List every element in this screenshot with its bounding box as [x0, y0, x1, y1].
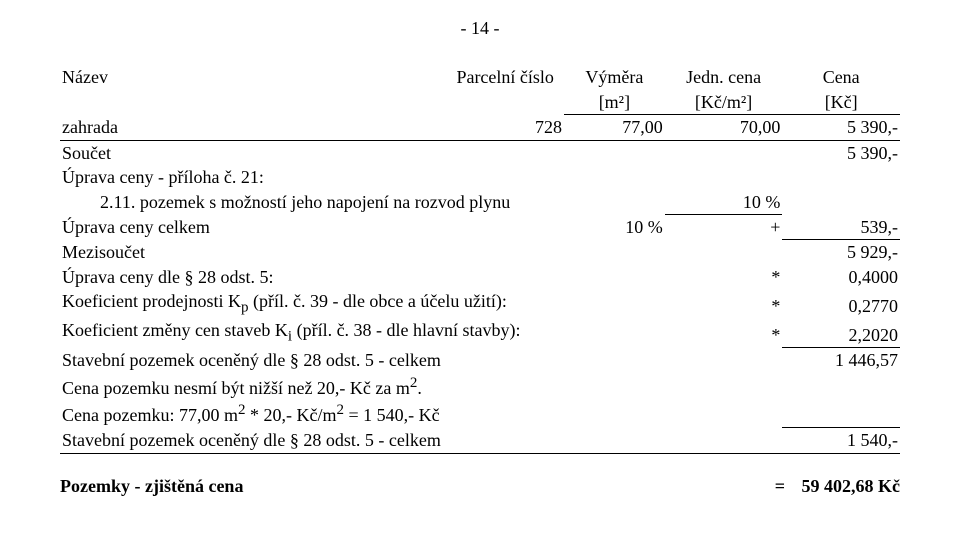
page-number: - 14 -: [60, 18, 900, 39]
cell-area: 77,00: [564, 115, 665, 141]
row-zahrada: zahrada 728 77,00 70,00 5 390,-: [60, 115, 900, 141]
hdr-area-unit: [m²]: [564, 90, 665, 115]
hdr-parcel: Parcelní číslo: [446, 65, 564, 90]
cell-total: 5 390,-: [782, 140, 900, 165]
row-soucet: Součet 5 390,-: [60, 140, 900, 165]
row-ki: Koeficient změny cen staveb Ki (příl. č.…: [60, 318, 900, 347]
cell-plus: +: [665, 215, 783, 240]
row-211: 2.11. pozemek s možností jeho napojení n…: [60, 190, 900, 215]
cell-name: Cena pozemku: 77,00 m2 * 20,- Kč/m2 = 1 …: [60, 400, 782, 428]
hdr-total: Cena: [782, 65, 900, 90]
hdr-unit-price: Jedn. cena: [665, 65, 783, 90]
hdr-area: Výměra: [564, 65, 665, 90]
hdr-total-unit: [Kč]: [782, 90, 900, 115]
header-row-2: [m²] [Kč/m²] [Kč]: [60, 90, 900, 115]
cell-total: 5 390,-: [782, 115, 900, 141]
final-label: Pozemky - zjištěná cena: [60, 476, 243, 497]
cell-parcel: 728: [446, 115, 564, 141]
cell-star: *: [665, 318, 783, 347]
final-row: Pozemky - zjištěná cena = 59 402,68 Kč: [60, 476, 900, 497]
cell-name: Koeficient změny cen staveb Ki (příl. č.…: [60, 318, 665, 347]
cell-total: 2,2020: [782, 318, 900, 347]
cell-name: Koeficient prodejnosti Kp (příl. č. 39 -…: [60, 289, 665, 318]
cell-total: 5 929,-: [782, 240, 900, 265]
cell-name: Součet: [60, 140, 446, 165]
cell-total: 1 540,-: [782, 428, 900, 454]
price-table: Název Parcelní číslo Výměra Jedn. cena C…: [60, 65, 900, 454]
cell-total: 539,-: [782, 215, 900, 240]
final-value: 59 402,68 Kč: [802, 476, 901, 496]
cell-total: 1 446,57: [782, 348, 900, 373]
cell-name: zahrada: [60, 115, 446, 141]
cell-area: 10 %: [564, 215, 665, 240]
cell-total: 0,4000: [782, 265, 900, 290]
cell-unit: 10 %: [665, 190, 783, 215]
row-kp: Koeficient prodejnosti Kp (příl. č. 39 -…: [60, 289, 900, 318]
row-cena-pozemku: Cena pozemku: 77,00 m2 * 20,- Kč/m2 = 1 …: [60, 400, 900, 428]
cell-total: 0,2770: [782, 289, 900, 318]
row-uprava-priloha: Úprava ceny - příloha č. 21:: [60, 165, 900, 190]
header-row-1: Název Parcelní číslo Výměra Jedn. cena C…: [60, 65, 900, 90]
row-cena-nesmi: Cena pozemku nesmí být nižší než 20,- Kč…: [60, 373, 900, 401]
cell-name: 2.11. pozemek s možností jeho napojení n…: [60, 190, 665, 215]
row-uprava-28-5: Úprava ceny dle § 28 odst. 5: * 0,4000: [60, 265, 900, 290]
cell-name: Stavební pozemek oceněný dle § 28 odst. …: [60, 428, 665, 454]
cell-name: Stavební pozemek oceněný dle § 28 odst. …: [60, 348, 665, 373]
row-mezisoucet: Mezisoučet 5 929,-: [60, 240, 900, 265]
cell-unit: 70,00: [665, 115, 783, 141]
cell-name: Úprava ceny dle § 28 odst. 5:: [60, 265, 446, 290]
cell-star: *: [665, 289, 783, 318]
row-stavebni-1: Stavební pozemek oceněný dle § 28 odst. …: [60, 348, 900, 373]
row-uprava-celkem: Úprava ceny celkem 10 % + 539,-: [60, 215, 900, 240]
cell-name: Cena pozemku nesmí být nižší než 20,- Kč…: [60, 373, 900, 401]
hdr-unit-unit: [Kč/m²]: [665, 90, 783, 115]
hdr-name: Název: [60, 65, 446, 90]
cell-name: Úprava ceny - příloha č. 21:: [60, 165, 900, 190]
cell-name: Úprava ceny celkem: [60, 215, 446, 240]
cell-star: *: [665, 265, 783, 290]
cell-name: Mezisoučet: [60, 240, 446, 265]
row-stavebni-2: Stavební pozemek oceněný dle § 28 odst. …: [60, 428, 900, 454]
final-eq: =: [775, 476, 797, 496]
